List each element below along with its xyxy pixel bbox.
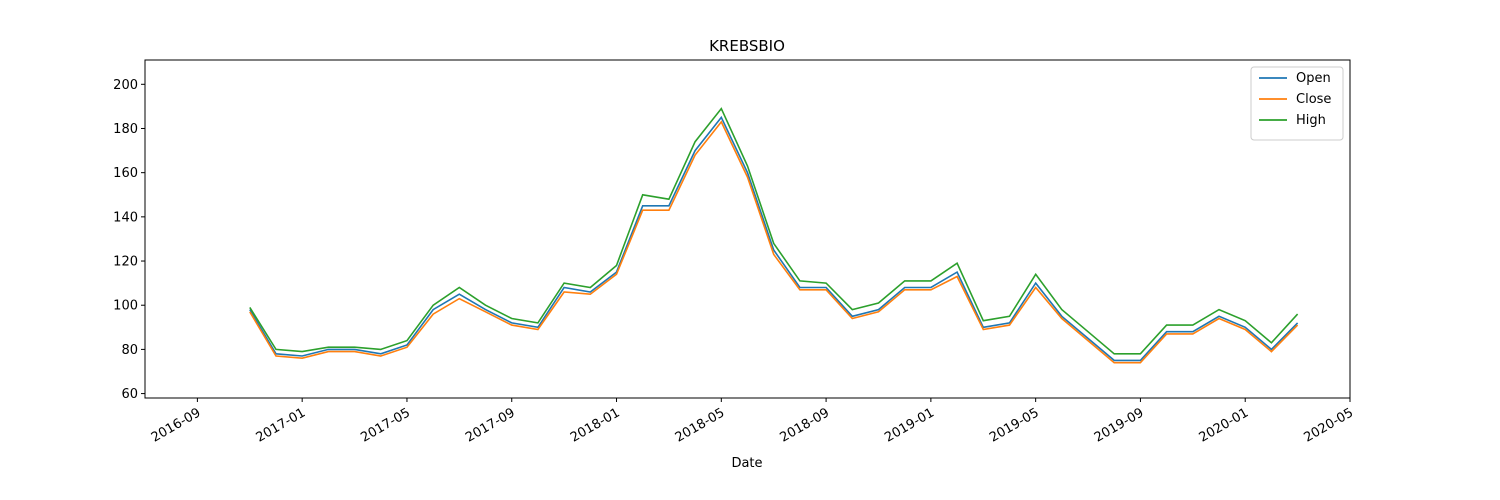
y-tick-label: 140 bbox=[113, 210, 138, 225]
x-tick-label: 2020-05 bbox=[1301, 405, 1356, 445]
legend-box bbox=[1250, 66, 1344, 141]
y-tick-label: 180 bbox=[113, 122, 138, 137]
series-line bbox=[249, 115, 1299, 362]
x-tick-label: 2019-09 bbox=[1092, 405, 1147, 445]
legend: Open Close High bbox=[1250, 66, 1344, 141]
x-tick-label: 2018-09 bbox=[778, 405, 833, 445]
x-tick-label: 2017-01 bbox=[254, 405, 309, 445]
x-tick-label: 2018-05 bbox=[673, 405, 728, 445]
x-tick-label: 2019-01 bbox=[882, 405, 937, 445]
y-tick-label: 100 bbox=[113, 299, 138, 314]
series-line bbox=[249, 120, 1299, 364]
x-tick-label: 2016-09 bbox=[149, 405, 204, 445]
y-tick-label: 160 bbox=[113, 166, 138, 181]
y-tick-label: 60 bbox=[121, 387, 138, 402]
y-tick-label: 200 bbox=[113, 78, 138, 93]
legend-label: Open bbox=[1296, 71, 1331, 86]
x-tick-label: 2019-05 bbox=[987, 405, 1042, 445]
plot-area bbox=[144, 59, 1351, 399]
legend-label: Close bbox=[1296, 92, 1331, 107]
legend-label: High bbox=[1296, 113, 1326, 128]
x-tick-label: 2018-01 bbox=[568, 405, 623, 445]
x-tick-label: 2017-05 bbox=[358, 405, 413, 445]
x-tick-label: 2020-01 bbox=[1197, 405, 1252, 445]
y-tick-label: 80 bbox=[121, 343, 138, 358]
series-line bbox=[249, 107, 1299, 355]
x-tick-label: 2017-09 bbox=[463, 405, 518, 445]
chart-title: KREBSBIO bbox=[709, 37, 785, 55]
x-axis-label: Date bbox=[731, 456, 762, 471]
y-tick-label: 120 bbox=[113, 255, 138, 270]
